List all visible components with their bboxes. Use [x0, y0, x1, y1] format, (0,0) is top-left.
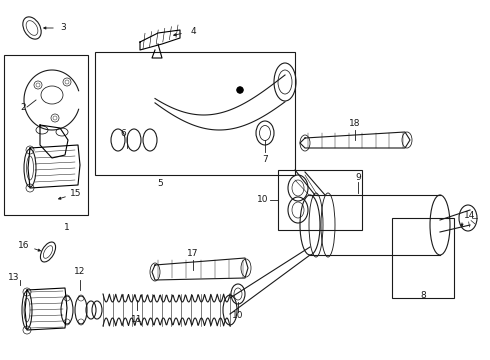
Text: 3: 3	[60, 22, 66, 31]
Text: 1: 1	[64, 224, 70, 233]
Circle shape	[237, 87, 243, 93]
Text: 7: 7	[262, 156, 268, 165]
Bar	[392, 218, 454, 298]
Text: 18: 18	[349, 120, 361, 129]
Text: 13: 13	[8, 273, 20, 282]
Text: 16: 16	[18, 242, 30, 251]
Text: 15: 15	[70, 189, 82, 198]
Text: 10: 10	[232, 310, 244, 320]
Text: 10: 10	[257, 195, 269, 204]
Bar	[278, 170, 362, 230]
Text: 12: 12	[74, 267, 86, 276]
Text: 14: 14	[465, 211, 476, 220]
Text: 6: 6	[120, 129, 126, 138]
Bar	[95, 52, 295, 175]
Text: 11: 11	[131, 315, 143, 324]
Text: 2: 2	[20, 103, 26, 112]
Text: 4: 4	[190, 27, 196, 36]
Text: 17: 17	[187, 249, 199, 258]
Text: 9: 9	[355, 172, 361, 181]
Text: 5: 5	[157, 179, 163, 188]
Text: 8: 8	[420, 291, 426, 300]
Bar	[4, 55, 88, 215]
Circle shape	[237, 87, 243, 93]
